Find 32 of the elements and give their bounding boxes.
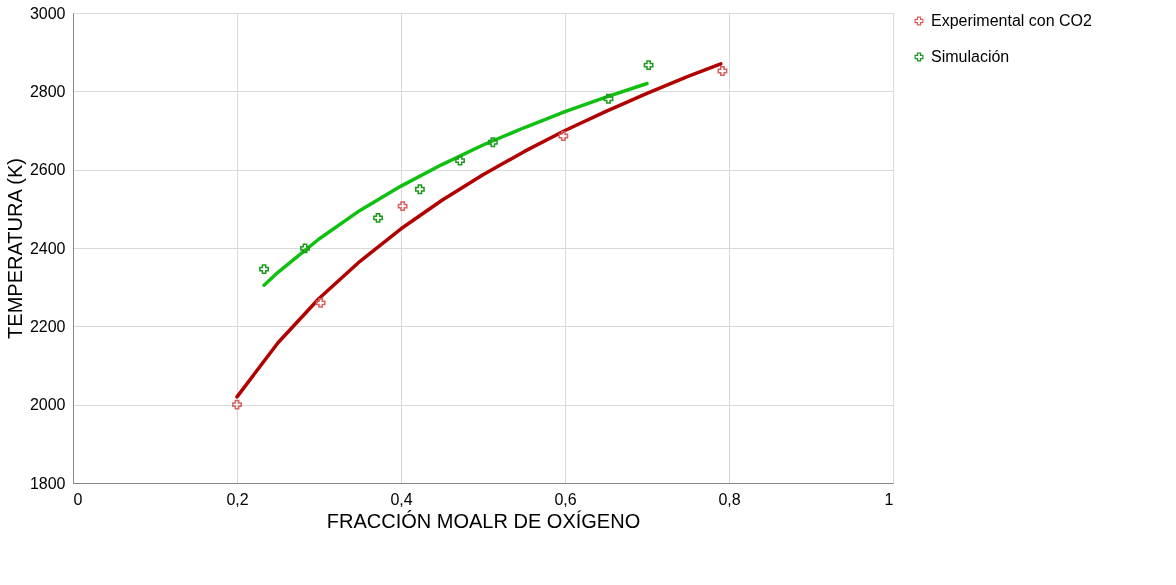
line-series (262, 81, 649, 287)
x-axis-title: FRACCIÓN MOALR DE OXÍGENO (326, 509, 641, 532)
legend-label: Simulación (931, 48, 1010, 65)
y-tick-label: 2600 (29, 161, 66, 179)
line-series (235, 62, 723, 399)
x-tick-label: 0 (73, 490, 83, 508)
point (643, 60, 654, 71)
point (232, 399, 242, 410)
x-tick-label: 0,4 (390, 490, 413, 508)
point (455, 155, 465, 166)
point (414, 184, 425, 195)
point (717, 66, 728, 76)
point (558, 131, 569, 141)
y-tick-label: 2800 (29, 82, 66, 100)
x-tick-label: 0,8 (718, 490, 741, 508)
point (259, 264, 269, 275)
point (300, 243, 310, 254)
y-tick-label: 2400 (29, 239, 66, 257)
legend-label: Experimental con CO2 (931, 12, 1093, 29)
y-axis-title: TEMPERATURA (K) (3, 158, 26, 339)
y-tick-label: 2200 (29, 317, 66, 335)
x-tick-label: 1 (884, 490, 894, 508)
point (603, 93, 614, 104)
x-tick-label: 0,6 (554, 490, 577, 508)
y-tick-label: 1800 (29, 474, 66, 492)
y-tick-label: 3000 (29, 4, 66, 22)
point (487, 137, 498, 148)
point (373, 212, 383, 223)
x-tick-label: 0,2 (226, 490, 249, 508)
point (315, 297, 326, 308)
point (397, 201, 408, 212)
y-tick-label: 2000 (29, 396, 66, 414)
